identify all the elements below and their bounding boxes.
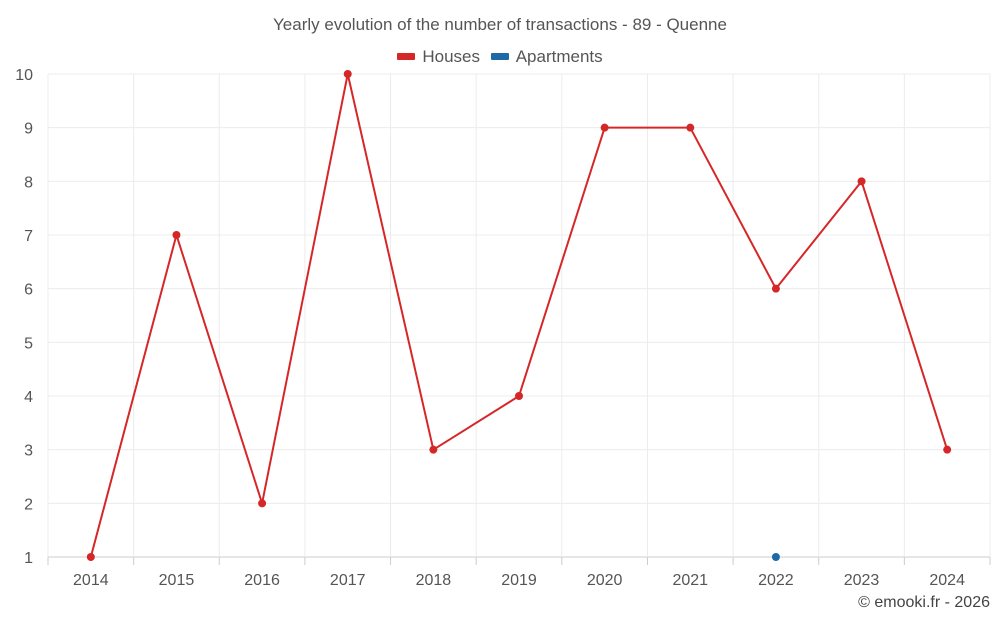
y-tick-label: 7 <box>24 228 33 245</box>
x-tick-label: 2020 <box>587 572 623 589</box>
y-tick-label: 3 <box>24 443 33 460</box>
y-tick-label: 9 <box>24 121 33 138</box>
data-point-houses <box>857 177 866 186</box>
y-tick-label: 1 <box>24 550 33 567</box>
x-tick-label: 2015 <box>159 572 195 589</box>
legend-item-apartments[interactable]: Apartments <box>490 46 603 67</box>
y-tick-label: 10 <box>15 67 33 84</box>
data-point-houses <box>600 123 609 132</box>
y-tick-label: 8 <box>24 174 33 191</box>
legend-swatch-apartments <box>490 53 509 60</box>
legend-label-houses: Houses <box>422 46 480 66</box>
data-point-houses <box>943 445 952 454</box>
chart-title: Yearly evolution of the number of transa… <box>273 15 727 34</box>
x-tick-label: 2024 <box>929 572 965 589</box>
data-point-houses <box>172 231 181 239</box>
x-tick-label: 2014 <box>73 572 109 589</box>
y-tick-label: 6 <box>24 282 33 299</box>
data-point-houses <box>771 284 780 293</box>
y-tick-label: 5 <box>24 335 33 352</box>
data-point-houses <box>429 445 438 454</box>
data-point-houses <box>258 499 267 508</box>
data-point-houses <box>343 70 352 78</box>
data-point-apartments <box>771 553 780 561</box>
x-tick-label: 2022 <box>758 572 794 589</box>
data-point-houses <box>686 123 695 132</box>
x-tick-label: 2016 <box>244 572 280 589</box>
x-tick-label: 2019 <box>501 572 537 589</box>
y-tick-label: 2 <box>24 496 33 513</box>
legend-label-apartments: Apartments <box>515 46 603 66</box>
x-tick-label: 2021 <box>672 572 708 589</box>
chart-legend: Houses Apartments <box>0 45 1000 67</box>
x-tick-label: 2018 <box>416 572 452 589</box>
data-point-houses <box>86 553 95 561</box>
x-tick-label: 2023 <box>844 572 880 589</box>
legend-item-houses[interactable]: Houses <box>397 47 480 67</box>
data-point-houses <box>515 392 523 400</box>
y-tick-label: 4 <box>24 389 33 406</box>
x-tick-label: 2017 <box>330 572 366 589</box>
credit-text: © emooki.fr - 2026 <box>858 594 990 611</box>
legend-swatch-houses <box>397 53 416 60</box>
